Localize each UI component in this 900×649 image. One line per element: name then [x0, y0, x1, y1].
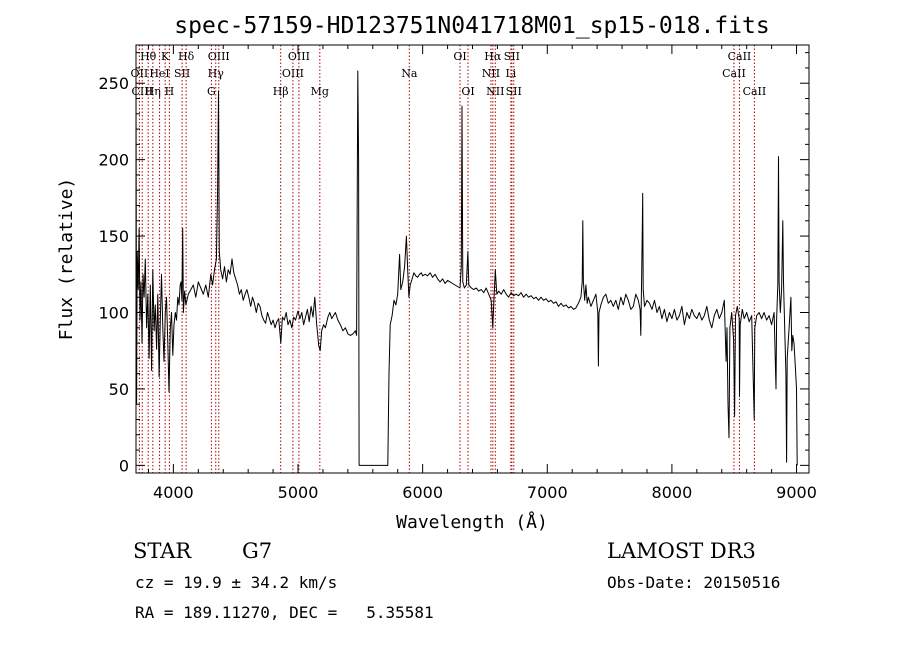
survey-label: LAMOST DR3: [607, 539, 756, 563]
line-label: G: [207, 85, 216, 98]
line-label: HeI: [149, 67, 169, 80]
line-label: OIII: [288, 50, 310, 63]
line-label: SII: [174, 67, 190, 80]
line-label: SII: [504, 50, 520, 63]
line-label: CaII: [722, 67, 746, 80]
x-axis: 4000 5000 6000 7000 8000 9000: [147, 45, 817, 502]
y-axis: 0 50 100 150 200 250: [98, 52, 809, 475]
class-label: STAR: [133, 539, 192, 563]
y-tick-label: 200: [98, 151, 129, 170]
x-tick-label: 8000: [652, 483, 693, 502]
line-label: Hβ: [273, 85, 289, 98]
redshift-text: cz = 19.9 ± 34.2 km/s: [135, 573, 338, 592]
spectrum-layer: [135, 70, 798, 466]
y-tick-label: 150: [98, 227, 129, 246]
line-label: CIII: [132, 85, 153, 98]
y-tick-label: 50: [109, 380, 129, 399]
line-label: Hθ: [140, 50, 157, 63]
y-axis-label: Flux (relative): [56, 178, 77, 341]
subclass-label: G7: [242, 539, 273, 563]
chart-title: spec-57159-HD123751N041718M01_sp15-018.f…: [174, 13, 769, 39]
line-label: NII: [486, 85, 504, 98]
spectral-line-markers: [138, 45, 755, 473]
line-label: Hα: [484, 50, 502, 63]
line-label: Hδ: [178, 50, 195, 63]
line-label: OIII: [208, 50, 230, 63]
y-tick-label: 100: [98, 304, 129, 323]
x-tick-label: 4000: [153, 483, 194, 502]
coordinates-text: RA = 189.11270, DEC = 5.35581: [135, 603, 434, 622]
line-label: H: [165, 85, 175, 98]
line-label: Hγ: [208, 67, 225, 80]
y-tick-label: 0: [119, 456, 129, 475]
y-tick-label: 250: [98, 74, 129, 93]
line-label: NII: [482, 67, 500, 80]
line-label: Mg: [311, 85, 329, 98]
x-axis-label: Wavelength (Å): [396, 511, 548, 533]
spectrum-line: [135, 70, 798, 466]
x-tick-label: 5000: [278, 483, 319, 502]
line-label: Li: [505, 67, 516, 80]
line-label: CaII: [728, 50, 752, 63]
x-tick-label: 7000: [527, 483, 568, 502]
line-label: OII: [131, 67, 149, 80]
x-tick-label: 6000: [402, 483, 443, 502]
line-label: CaII: [743, 85, 767, 98]
plot-frame: [135, 44, 810, 474]
line-label: OIII: [282, 67, 304, 80]
line-label: SII: [506, 85, 522, 98]
obs-date-text: Obs-Date: 20150516: [607, 573, 781, 592]
x-tick-label: 9000: [776, 483, 817, 502]
line-label: OI: [453, 50, 466, 63]
line-label: Na: [401, 67, 418, 80]
line-label: OI: [461, 85, 474, 98]
line-label: Hη: [145, 85, 161, 98]
line-label: K: [161, 50, 170, 63]
